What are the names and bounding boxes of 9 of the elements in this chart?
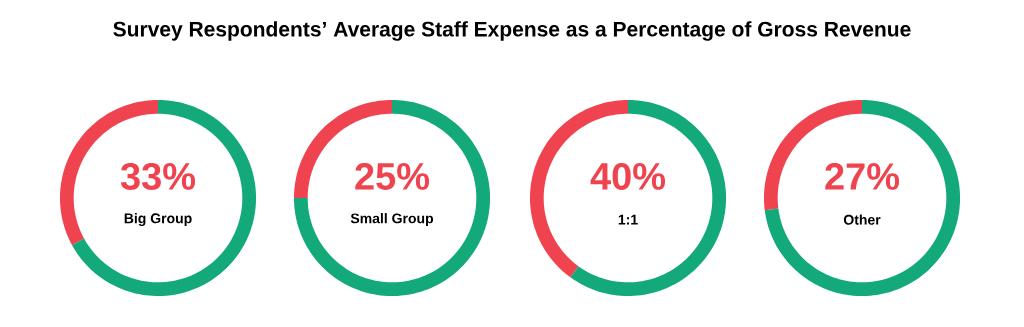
text: Small Group [350,213,434,227]
data-label: 27% [825,163,900,190]
data-label: 40% [590,162,666,190]
text: Big Group [124,213,192,227]
data-label: 25% [355,162,430,190]
text: Other [843,214,881,225]
text: Survey Respondents’ Average Staff Expense as a Percentage of Gross Revenue [113,21,911,41]
data-label: 33% [120,162,196,190]
text: 1:1 [618,214,638,225]
